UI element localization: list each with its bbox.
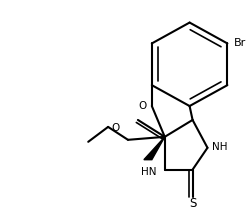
- Text: O: O: [110, 123, 119, 133]
- Text: HN: HN: [141, 167, 156, 177]
- Text: S: S: [188, 197, 196, 210]
- Text: O: O: [138, 101, 146, 111]
- Text: Br: Br: [234, 38, 245, 48]
- Polygon shape: [143, 137, 164, 160]
- Text: NH: NH: [212, 142, 227, 152]
